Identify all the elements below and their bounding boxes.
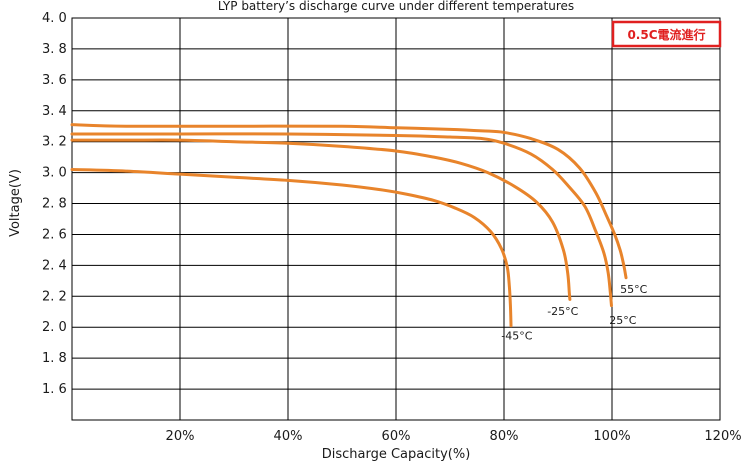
series-label: -25°C (547, 305, 578, 318)
x-tick-label: 40% (274, 429, 303, 444)
series-label: -45°C (501, 330, 532, 343)
y-axis-title: Voltage(V) (8, 169, 23, 237)
series-line (70, 123, 628, 280)
grid (71, 17, 721, 421)
y-tick-label: 3. 6 (42, 73, 67, 88)
y-tick-label: 3. 8 (42, 42, 67, 57)
x-axis-title: Discharge Capacity(%) (322, 447, 471, 462)
series-lines (70, 123, 628, 328)
y-tick-label: 2. 8 (42, 197, 67, 212)
y-tick-label: 4. 0 (42, 11, 67, 26)
note-text: 0.5C電流進行 (627, 27, 705, 42)
x-tick-label: 80% (490, 429, 519, 444)
x-tick-label: 100% (593, 429, 630, 444)
x-tick-label: 60% (382, 429, 411, 444)
y-tick-label: 3. 2 (42, 135, 67, 150)
x-tick-label: 120% (704, 429, 741, 444)
series-line (70, 132, 613, 308)
y-tick-label: 3. 0 (42, 166, 67, 181)
note-box-border (611, 20, 722, 48)
y-tick-label: 1. 8 (42, 351, 67, 366)
y-tick-label: 2. 4 (42, 258, 67, 273)
x-tick-label: 20% (166, 429, 195, 444)
series-line (70, 138, 572, 301)
chart-title: LYP battery’s discharge curve under diff… (218, 0, 574, 13)
y-tick-label: 3. 4 (42, 104, 67, 119)
y-tick-label: 1. 6 (42, 382, 67, 397)
series-label: 25°C (609, 314, 636, 327)
y-tick-label: 2. 6 (42, 227, 67, 242)
y-tick-label: 2. 2 (42, 289, 67, 304)
y-tick-label: 2. 0 (42, 320, 67, 335)
labels: 4. 0 3. 8 3. 6 3. 4 3. 2 3. 0 2. 8 2. 6 2. 4 2. 2… (42, 11, 742, 444)
note-box: 0.5C電流進行 (611, 20, 722, 48)
series-line (70, 168, 513, 328)
series-label: 55°C (620, 283, 647, 296)
